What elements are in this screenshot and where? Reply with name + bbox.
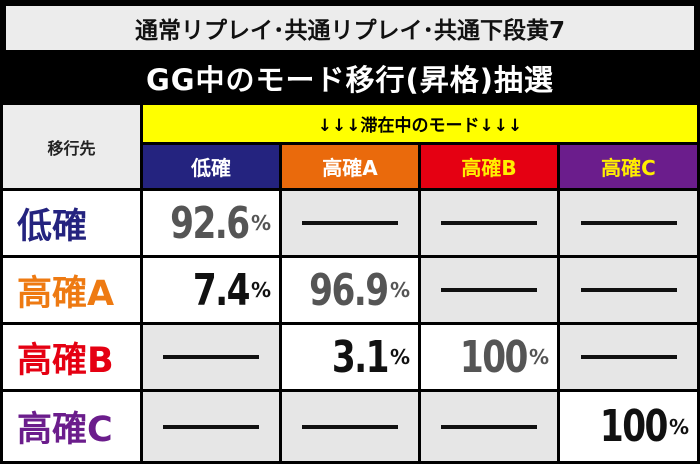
dash-mark bbox=[441, 221, 537, 225]
dash-mark bbox=[441, 288, 537, 292]
dash-mark bbox=[580, 355, 677, 359]
row-label-c: 高確C bbox=[3, 392, 140, 461]
dash-mark bbox=[163, 424, 259, 429]
dash-mark bbox=[302, 424, 398, 429]
col-header-low: 低確 bbox=[143, 145, 279, 188]
cell-a-c bbox=[560, 258, 697, 322]
cell-b-c bbox=[560, 325, 697, 389]
dash-mark bbox=[580, 221, 677, 225]
cell-low-c bbox=[560, 191, 697, 255]
dash-mark bbox=[441, 424, 537, 429]
cell-a-a: 96.9% bbox=[282, 258, 418, 322]
cell-low-b bbox=[421, 191, 557, 255]
col-header-c: 高確C bbox=[560, 145, 697, 188]
cell-c-a bbox=[282, 392, 418, 461]
cell-c-low bbox=[143, 392, 279, 461]
col-header-b: 高確B bbox=[421, 145, 557, 188]
cell-b-low bbox=[143, 325, 279, 389]
cell-a-b bbox=[421, 258, 557, 322]
dash-mark bbox=[302, 221, 398, 225]
cell-low-low: 92.6% bbox=[143, 191, 279, 255]
row-label-b: 高確B bbox=[3, 325, 140, 389]
destination-header: 移行先 bbox=[3, 105, 140, 188]
row-label-low: 低確 bbox=[3, 191, 140, 255]
title-line-2: GG中のモード移行(昇格)抽選 bbox=[145, 63, 555, 97]
title-line-1: 通常リプレイ･共通リプレイ･共通下段黄7 bbox=[6, 6, 694, 50]
row-label-a: 高確A bbox=[3, 258, 140, 322]
dash-mark bbox=[163, 355, 259, 359]
dash-mark bbox=[580, 288, 677, 292]
cell-c-b bbox=[421, 392, 557, 461]
current-mode-header: ↓↓↓滞在中のモード↓↓↓ bbox=[143, 105, 697, 142]
col-header-a: 高確A bbox=[282, 145, 418, 188]
cell-b-b: 100% bbox=[421, 325, 557, 389]
cell-a-low: 7.4% bbox=[143, 258, 279, 322]
cell-c-c: 100% bbox=[560, 392, 697, 461]
cell-low-a bbox=[282, 191, 418, 255]
cell-b-a: 3.1% bbox=[282, 325, 418, 389]
